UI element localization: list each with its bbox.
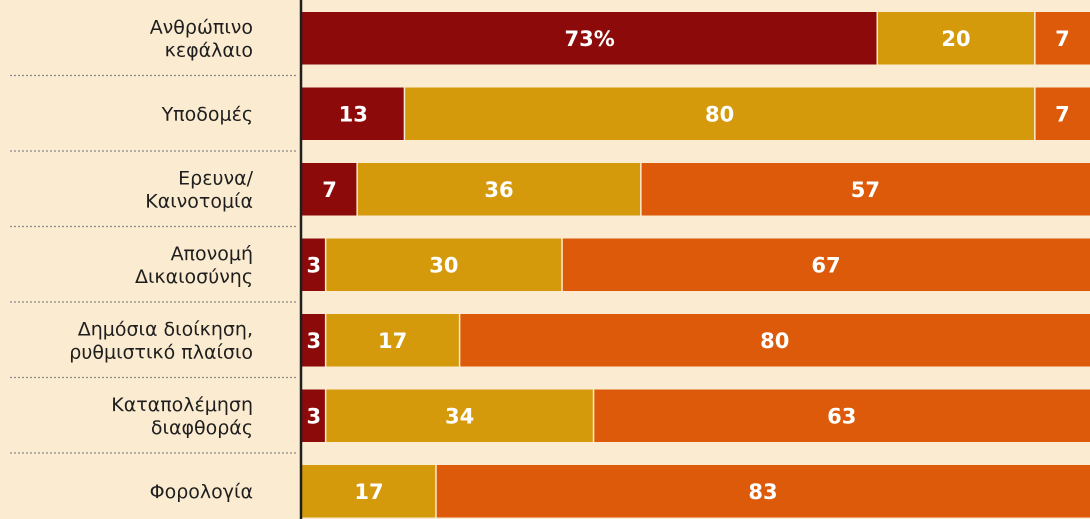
data-label: 34 [445, 404, 474, 428]
bar-segment [459, 314, 1090, 367]
data-label: 17 [354, 480, 383, 504]
data-label: 80 [705, 102, 734, 126]
category-label-line: κεφάλαιο [165, 39, 253, 61]
bar-segment [1034, 12, 1090, 65]
category-label-line: Ερευνα/ [178, 167, 253, 189]
category-label: Απονομή Δικαιοσύνης [135, 243, 253, 288]
bar-segment [325, 238, 563, 291]
category-labels: Ανθρώπινο κεφάλαιο Υποδομές Ερευνα/Καινοτομ… [69, 16, 253, 503]
data-label: 7 [1055, 27, 1070, 51]
category-label: Ερευνα/Καινοτομία [145, 167, 253, 212]
data-label: 13 [339, 102, 368, 126]
category-label: Υποδομές [161, 103, 253, 125]
bar-segment [877, 12, 1035, 65]
bar-segment [640, 163, 1090, 216]
data-label: 3 [307, 404, 322, 428]
bar-segment [593, 389, 1090, 442]
bar-segment [302, 314, 326, 367]
data-label: 3 [307, 329, 322, 353]
category-label-line: Υποδομές [161, 103, 253, 125]
bar-area: 73% 20 7 13 80 7 7 36 57 3 30 67 3 17 80 3 34 63 17 83 [302, 12, 1090, 518]
bar-segment [302, 12, 878, 65]
category-label-line: ρυθμιστικό πλαίσιο [69, 341, 253, 363]
data-label: 63 [827, 404, 856, 428]
data-label: 7 [1055, 102, 1070, 126]
bar-segment [357, 163, 641, 216]
data-label: 17 [378, 329, 407, 353]
bar-segment [1034, 87, 1090, 140]
bar-segment [302, 163, 358, 216]
bar-segment [435, 465, 1090, 518]
category-label-line: Φορολογία [150, 481, 253, 503]
category-label-line: Δημόσια διοίκηση, [78, 318, 253, 340]
data-label: 7 [322, 178, 337, 202]
data-label: 80 [760, 329, 789, 353]
data-label: 30 [429, 253, 458, 277]
data-label: 67 [811, 253, 840, 277]
category-label: Δημόσια διοίκηση, ρυθμιστικό πλαίσιο [69, 318, 253, 363]
bar-segment [325, 389, 594, 442]
bar-segment [302, 389, 326, 442]
category-label-line: Καινοτομία [145, 190, 253, 212]
data-label: 20 [941, 27, 970, 51]
category-label-line: Δικαιοσύνης [135, 266, 253, 288]
category-label-line: Καταπολέμηση [111, 394, 253, 416]
bar-segment [302, 238, 326, 291]
bar-segment [302, 87, 405, 140]
category-label: Καταπολέμηση διαφθοράς [111, 394, 253, 439]
category-label: Φορολογία [150, 481, 253, 503]
bar-segment [404, 87, 1035, 140]
bar-segment [302, 465, 436, 518]
bar-segment [325, 314, 460, 367]
category-label-line: διαφθοράς [151, 417, 253, 439]
data-label: 83 [748, 480, 777, 504]
data-label: 36 [484, 178, 513, 202]
category-label: Ανθρώπινο κεφάλαιο [150, 16, 253, 61]
category-label-line: Απονομή [171, 243, 253, 265]
category-label-line: Ανθρώπινο [150, 16, 253, 38]
data-label: 57 [851, 178, 880, 202]
data-label: 73% [564, 27, 614, 51]
bar-segment [562, 238, 1090, 291]
data-label: 3 [307, 253, 322, 277]
row-separators [10, 74, 298, 454]
